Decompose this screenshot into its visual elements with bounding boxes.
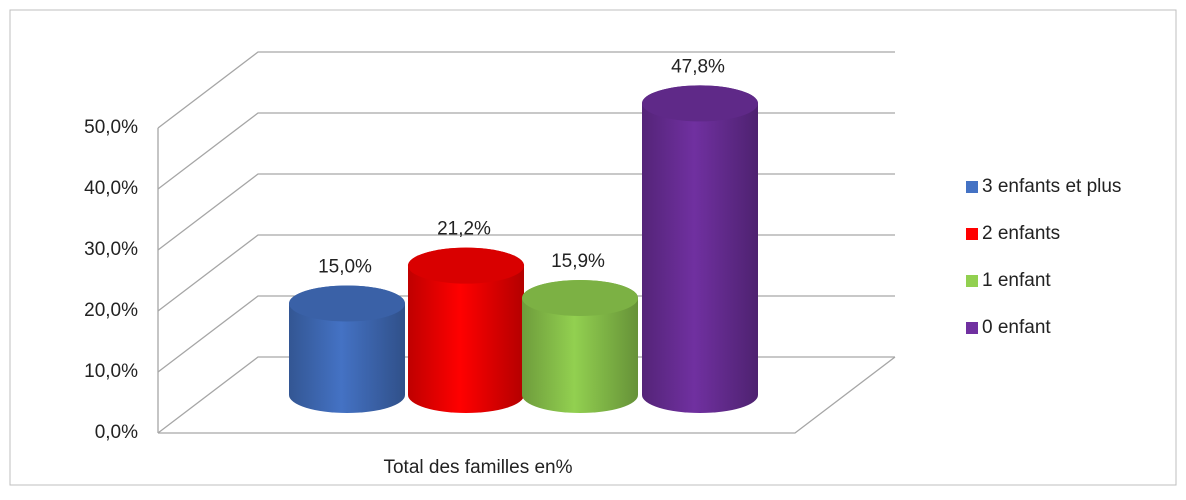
bar-top xyxy=(642,85,758,122)
data-label: 15,9% xyxy=(551,251,605,272)
legend-label: 2 enfants xyxy=(982,223,1060,244)
bar-top xyxy=(289,285,405,322)
legend-swatch xyxy=(966,275,978,287)
y-tick-label: 30,0% xyxy=(84,239,138,260)
legend-label: 3 enfants et plus xyxy=(982,176,1121,197)
bar xyxy=(408,247,524,413)
x-tick-label: Total des familles en% xyxy=(383,457,572,478)
floor xyxy=(158,356,896,434)
data-label: 21,2% xyxy=(437,219,491,240)
data-label: 47,8% xyxy=(671,56,725,77)
y-tick-label: 50,0% xyxy=(84,117,138,138)
chart-border xyxy=(9,9,1177,486)
y-tick-label: 20,0% xyxy=(84,300,138,321)
grid-line xyxy=(157,51,895,129)
legend-label: 1 enfant xyxy=(982,270,1051,291)
bar-top xyxy=(408,247,524,284)
legend-swatch xyxy=(966,181,978,193)
bar xyxy=(642,85,758,414)
data-label: 15,0% xyxy=(318,257,372,278)
y-tick-label: 40,0% xyxy=(84,178,138,199)
legend-swatch xyxy=(966,228,978,240)
legend-swatch xyxy=(966,322,978,334)
legend-label: 0 enfant xyxy=(982,317,1051,338)
y-tick-label: 10,0% xyxy=(84,361,138,382)
y-tick-label: 0,0% xyxy=(95,422,138,443)
bar-top xyxy=(522,280,638,317)
